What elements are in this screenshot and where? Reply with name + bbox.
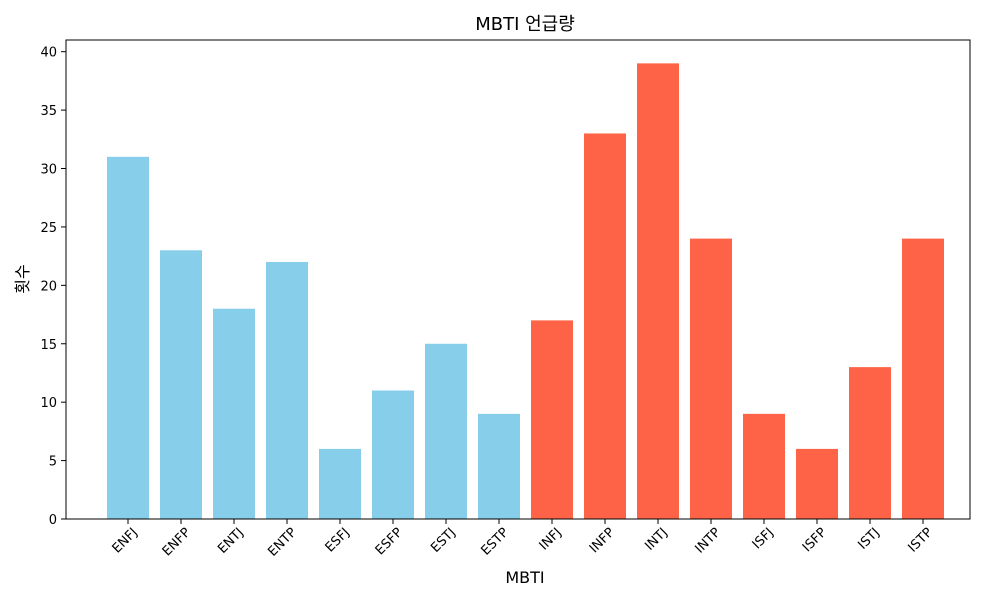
bar-esfj [319, 448, 361, 519]
x-tick-label: ESTP [478, 525, 512, 559]
bar-entj [213, 308, 255, 519]
y-tick-label: 35 [40, 104, 57, 119]
bar-enfp [160, 250, 202, 520]
x-tick-label: INTJ [642, 525, 671, 554]
x-tick-label: ISTP [906, 525, 936, 555]
x-tick-label: INFJ [537, 525, 565, 553]
y-axis: 0 5 10 15 20 25 30 35 40 [40, 46, 66, 528]
x-tick-label: ISFJ [750, 525, 777, 552]
x-tick-label: INTP [692, 525, 723, 556]
bar-estp [478, 413, 520, 519]
plot-frame [65, 39, 971, 520]
x-tick-label: ESFP [373, 525, 406, 558]
y-tick-label: 25 [40, 221, 57, 236]
x-tick-label: ESFJ [323, 525, 353, 555]
x-tick-label: ISFP [800, 525, 830, 555]
y-axis-title: 횟수 [13, 264, 32, 293]
y-tick-label: 15 [40, 338, 57, 353]
bar-entp [266, 261, 308, 519]
x-axis-title: MBTI [505, 568, 544, 587]
y-tick-label: 10 [40, 396, 57, 411]
bar-estj [425, 343, 467, 519]
y-tick-label: 5 [49, 455, 57, 470]
bar-infj [531, 320, 573, 519]
bar-intj [637, 63, 679, 520]
bar-isfj [743, 413, 785, 519]
x-tick-label: ENFJ [110, 525, 141, 556]
y-tick-label: 30 [40, 163, 57, 178]
y-tick-label: 20 [40, 279, 57, 294]
bar-istj [849, 367, 891, 519]
x-tick-label: ENTJ [215, 525, 247, 557]
bar-enfj [107, 156, 149, 519]
bars-group [107, 63, 944, 520]
bar-istp [902, 238, 944, 520]
x-tick-label: ENTP [265, 525, 300, 560]
chart-title: MBTI 언급량 [475, 14, 575, 35]
bar-infp [584, 133, 626, 519]
x-tick-label: ESTJ [428, 525, 459, 556]
x-tick-label: ISTJ [855, 525, 882, 552]
y-tick-label: 0 [49, 513, 57, 528]
bar-intp [690, 238, 732, 520]
x-axis: ENFJ ENFP ENTJ ENTP ESFJ ESFP ESTJ ESTP INFJ INFP… [110, 519, 936, 560]
x-tick-label: ENFP [160, 525, 194, 559]
x-tick-label: INFP [587, 525, 618, 556]
bar-isfp [796, 448, 838, 519]
bar-esfp [372, 390, 414, 519]
y-tick-label: 40 [40, 46, 57, 61]
